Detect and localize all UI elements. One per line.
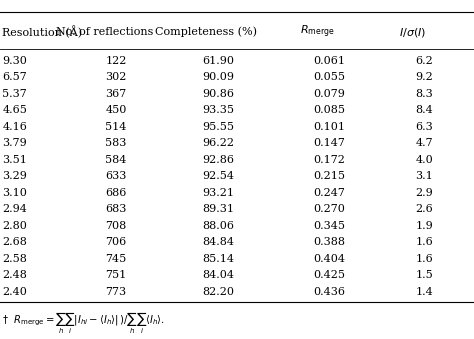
Text: 90.86: 90.86 xyxy=(202,89,234,99)
Text: 0.345: 0.345 xyxy=(313,221,346,231)
Text: $R_{\mathrm{merge}}$: $R_{\mathrm{merge}}$ xyxy=(300,24,335,40)
Text: 0.147: 0.147 xyxy=(313,138,346,148)
Text: 84.84: 84.84 xyxy=(202,237,234,247)
Text: 1.6: 1.6 xyxy=(415,237,433,247)
Text: 5.37: 5.37 xyxy=(2,89,27,99)
Text: 0.101: 0.101 xyxy=(313,122,346,132)
Text: No. of reflections: No. of reflections xyxy=(55,27,153,37)
Text: 514: 514 xyxy=(105,122,127,132)
Text: 4.16: 4.16 xyxy=(2,122,27,132)
Text: 3.10: 3.10 xyxy=(2,188,27,198)
Text: 1.9: 1.9 xyxy=(415,221,433,231)
Text: 6.57: 6.57 xyxy=(2,72,27,82)
Text: 89.31: 89.31 xyxy=(202,204,234,214)
Text: 85.14: 85.14 xyxy=(202,254,234,264)
Text: 367: 367 xyxy=(106,89,127,99)
Text: 2.40: 2.40 xyxy=(2,287,27,297)
Text: 0.436: 0.436 xyxy=(313,287,346,297)
Text: 0.061: 0.061 xyxy=(313,56,346,66)
Text: Completeness (%): Completeness (%) xyxy=(155,27,257,38)
Text: 4.65: 4.65 xyxy=(2,105,27,115)
Text: 2.94: 2.94 xyxy=(2,204,27,214)
Text: 82.20: 82.20 xyxy=(202,287,234,297)
Text: 708: 708 xyxy=(106,221,127,231)
Text: 2.48: 2.48 xyxy=(2,270,27,280)
Text: 96.22: 96.22 xyxy=(202,138,234,148)
Text: 584: 584 xyxy=(105,155,127,165)
Text: 0.085: 0.085 xyxy=(313,105,346,115)
Text: $\dagger$  $R_{\mathrm{merge}} = \sum_h \sum_i |I_{hi} - \langle I_h\rangle|\,)/: $\dagger$ $R_{\mathrm{merge}} = \sum_h \… xyxy=(2,311,165,337)
Text: 3.51: 3.51 xyxy=(2,155,27,165)
Text: 0.388: 0.388 xyxy=(313,237,346,247)
Text: 6.2: 6.2 xyxy=(415,56,433,66)
Text: 2.9: 2.9 xyxy=(415,188,433,198)
Text: 4.0: 4.0 xyxy=(415,155,433,165)
Text: 450: 450 xyxy=(105,105,127,115)
Text: 0.172: 0.172 xyxy=(313,155,346,165)
Text: 2.58: 2.58 xyxy=(2,254,27,264)
Text: 302: 302 xyxy=(105,72,127,82)
Text: 8.4: 8.4 xyxy=(415,105,433,115)
Text: 706: 706 xyxy=(106,237,127,247)
Text: 745: 745 xyxy=(106,254,127,264)
Text: 0.270: 0.270 xyxy=(313,204,346,214)
Text: 88.06: 88.06 xyxy=(202,221,234,231)
Text: 3.29: 3.29 xyxy=(2,171,27,181)
Text: 0.404: 0.404 xyxy=(313,254,346,264)
Text: 92.54: 92.54 xyxy=(202,171,234,181)
Text: 1.4: 1.4 xyxy=(415,287,433,297)
Text: 2.6: 2.6 xyxy=(415,204,433,214)
Text: 84.04: 84.04 xyxy=(202,270,234,280)
Text: Resolution (Å): Resolution (Å) xyxy=(2,26,82,39)
Text: 90.09: 90.09 xyxy=(202,72,234,82)
Text: 751: 751 xyxy=(106,270,127,280)
Text: $I/\sigma(I)$: $I/\sigma(I)$ xyxy=(399,26,426,39)
Text: 92.86: 92.86 xyxy=(202,155,234,165)
Text: 93.35: 93.35 xyxy=(202,105,234,115)
Text: 95.55: 95.55 xyxy=(202,122,234,132)
Text: 6.3: 6.3 xyxy=(415,122,433,132)
Text: 93.21: 93.21 xyxy=(202,188,234,198)
Text: 0.079: 0.079 xyxy=(313,89,346,99)
Text: 1.5: 1.5 xyxy=(415,270,433,280)
Text: 1.6: 1.6 xyxy=(415,254,433,264)
Text: 2.68: 2.68 xyxy=(2,237,27,247)
Text: 8.3: 8.3 xyxy=(415,89,433,99)
Text: 0.215: 0.215 xyxy=(313,171,346,181)
Text: 0.055: 0.055 xyxy=(313,72,346,82)
Text: 683: 683 xyxy=(105,204,127,214)
Text: 3.1: 3.1 xyxy=(415,171,433,181)
Text: 9.30: 9.30 xyxy=(2,56,27,66)
Text: 3.79: 3.79 xyxy=(2,138,27,148)
Text: 4.7: 4.7 xyxy=(415,138,433,148)
Text: 686: 686 xyxy=(105,188,127,198)
Text: 9.2: 9.2 xyxy=(415,72,433,82)
Text: 773: 773 xyxy=(106,287,127,297)
Text: 122: 122 xyxy=(105,56,127,66)
Text: 2.80: 2.80 xyxy=(2,221,27,231)
Text: 633: 633 xyxy=(105,171,127,181)
Text: 583: 583 xyxy=(105,138,127,148)
Text: 0.247: 0.247 xyxy=(313,188,346,198)
Text: 0.425: 0.425 xyxy=(313,270,346,280)
Text: 61.90: 61.90 xyxy=(202,56,234,66)
